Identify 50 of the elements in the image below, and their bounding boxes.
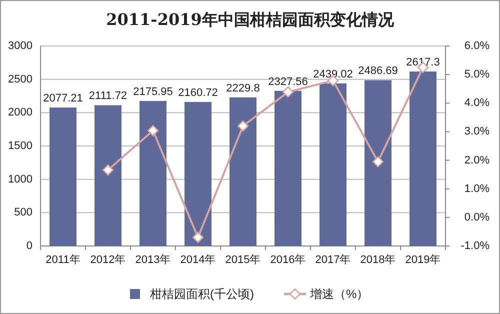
y2-tick-label: 1.0% xyxy=(464,182,490,195)
bar xyxy=(184,102,212,246)
point xyxy=(102,164,114,176)
x-tick-label: 2018年 xyxy=(360,254,396,266)
y-tick-label: 2500 xyxy=(8,73,32,86)
y-tick-label: 0 xyxy=(26,240,32,252)
x-tick-label: 2017年 xyxy=(315,254,351,266)
legend-label: 增速（%） xyxy=(309,287,369,301)
y-tick-label: 3000 xyxy=(8,40,32,52)
chart-title: 2011-2019年中国柑桔园面积变化情况 xyxy=(106,10,395,29)
y2-tick-label: 6.0% xyxy=(464,40,490,52)
bar xyxy=(320,83,346,246)
bar xyxy=(50,108,76,246)
x-tick-label: 2013年 xyxy=(135,254,171,266)
point xyxy=(237,120,249,132)
y2-tick-label: 3.0% xyxy=(464,126,490,138)
y2-tick-label: 2.0% xyxy=(464,154,490,166)
point xyxy=(282,86,294,98)
bar xyxy=(274,90,302,246)
data-label: 2327.56 xyxy=(268,76,308,88)
y2-tick-label: 0.0% xyxy=(464,211,490,224)
x-tick-label: 2014年 xyxy=(180,254,216,266)
bar xyxy=(94,105,122,246)
x-tick-label: 2011年 xyxy=(46,254,80,266)
y-tick-label: 1500 xyxy=(8,140,32,152)
data-label: 2111.72 xyxy=(88,90,128,102)
point xyxy=(192,232,204,244)
data-label: 2486.69 xyxy=(358,65,398,78)
bar xyxy=(230,97,256,246)
point xyxy=(147,124,159,136)
bar xyxy=(364,80,392,246)
data-label: 2229.8 xyxy=(226,82,260,94)
y-tick-label: 500 xyxy=(14,206,32,219)
point xyxy=(372,156,384,168)
x-tick-label: 2016年 xyxy=(270,254,306,266)
y-tick-label: 1000 xyxy=(8,173,32,186)
bar xyxy=(140,100,166,246)
bar xyxy=(410,72,436,246)
x-tick-label: 2019年 xyxy=(405,254,441,266)
legend-label: 柑桔园面积(千公顷) xyxy=(149,287,254,301)
x-tick-label: 2015年 xyxy=(225,254,261,266)
data-label: 2160.72 xyxy=(178,86,218,99)
y-tick-label: 2000 xyxy=(8,106,32,119)
data-label: 2439.02 xyxy=(313,68,353,80)
y2-tick-label: 5.0% xyxy=(464,68,490,81)
data-label: 2077.21 xyxy=(43,92,83,105)
y2-tick-label: -1.0% xyxy=(460,240,490,252)
x-tick-label: 2012年 xyxy=(90,254,126,266)
data-label: 2175.95 xyxy=(133,86,173,98)
y2-tick-label: 4.0% xyxy=(464,97,490,110)
